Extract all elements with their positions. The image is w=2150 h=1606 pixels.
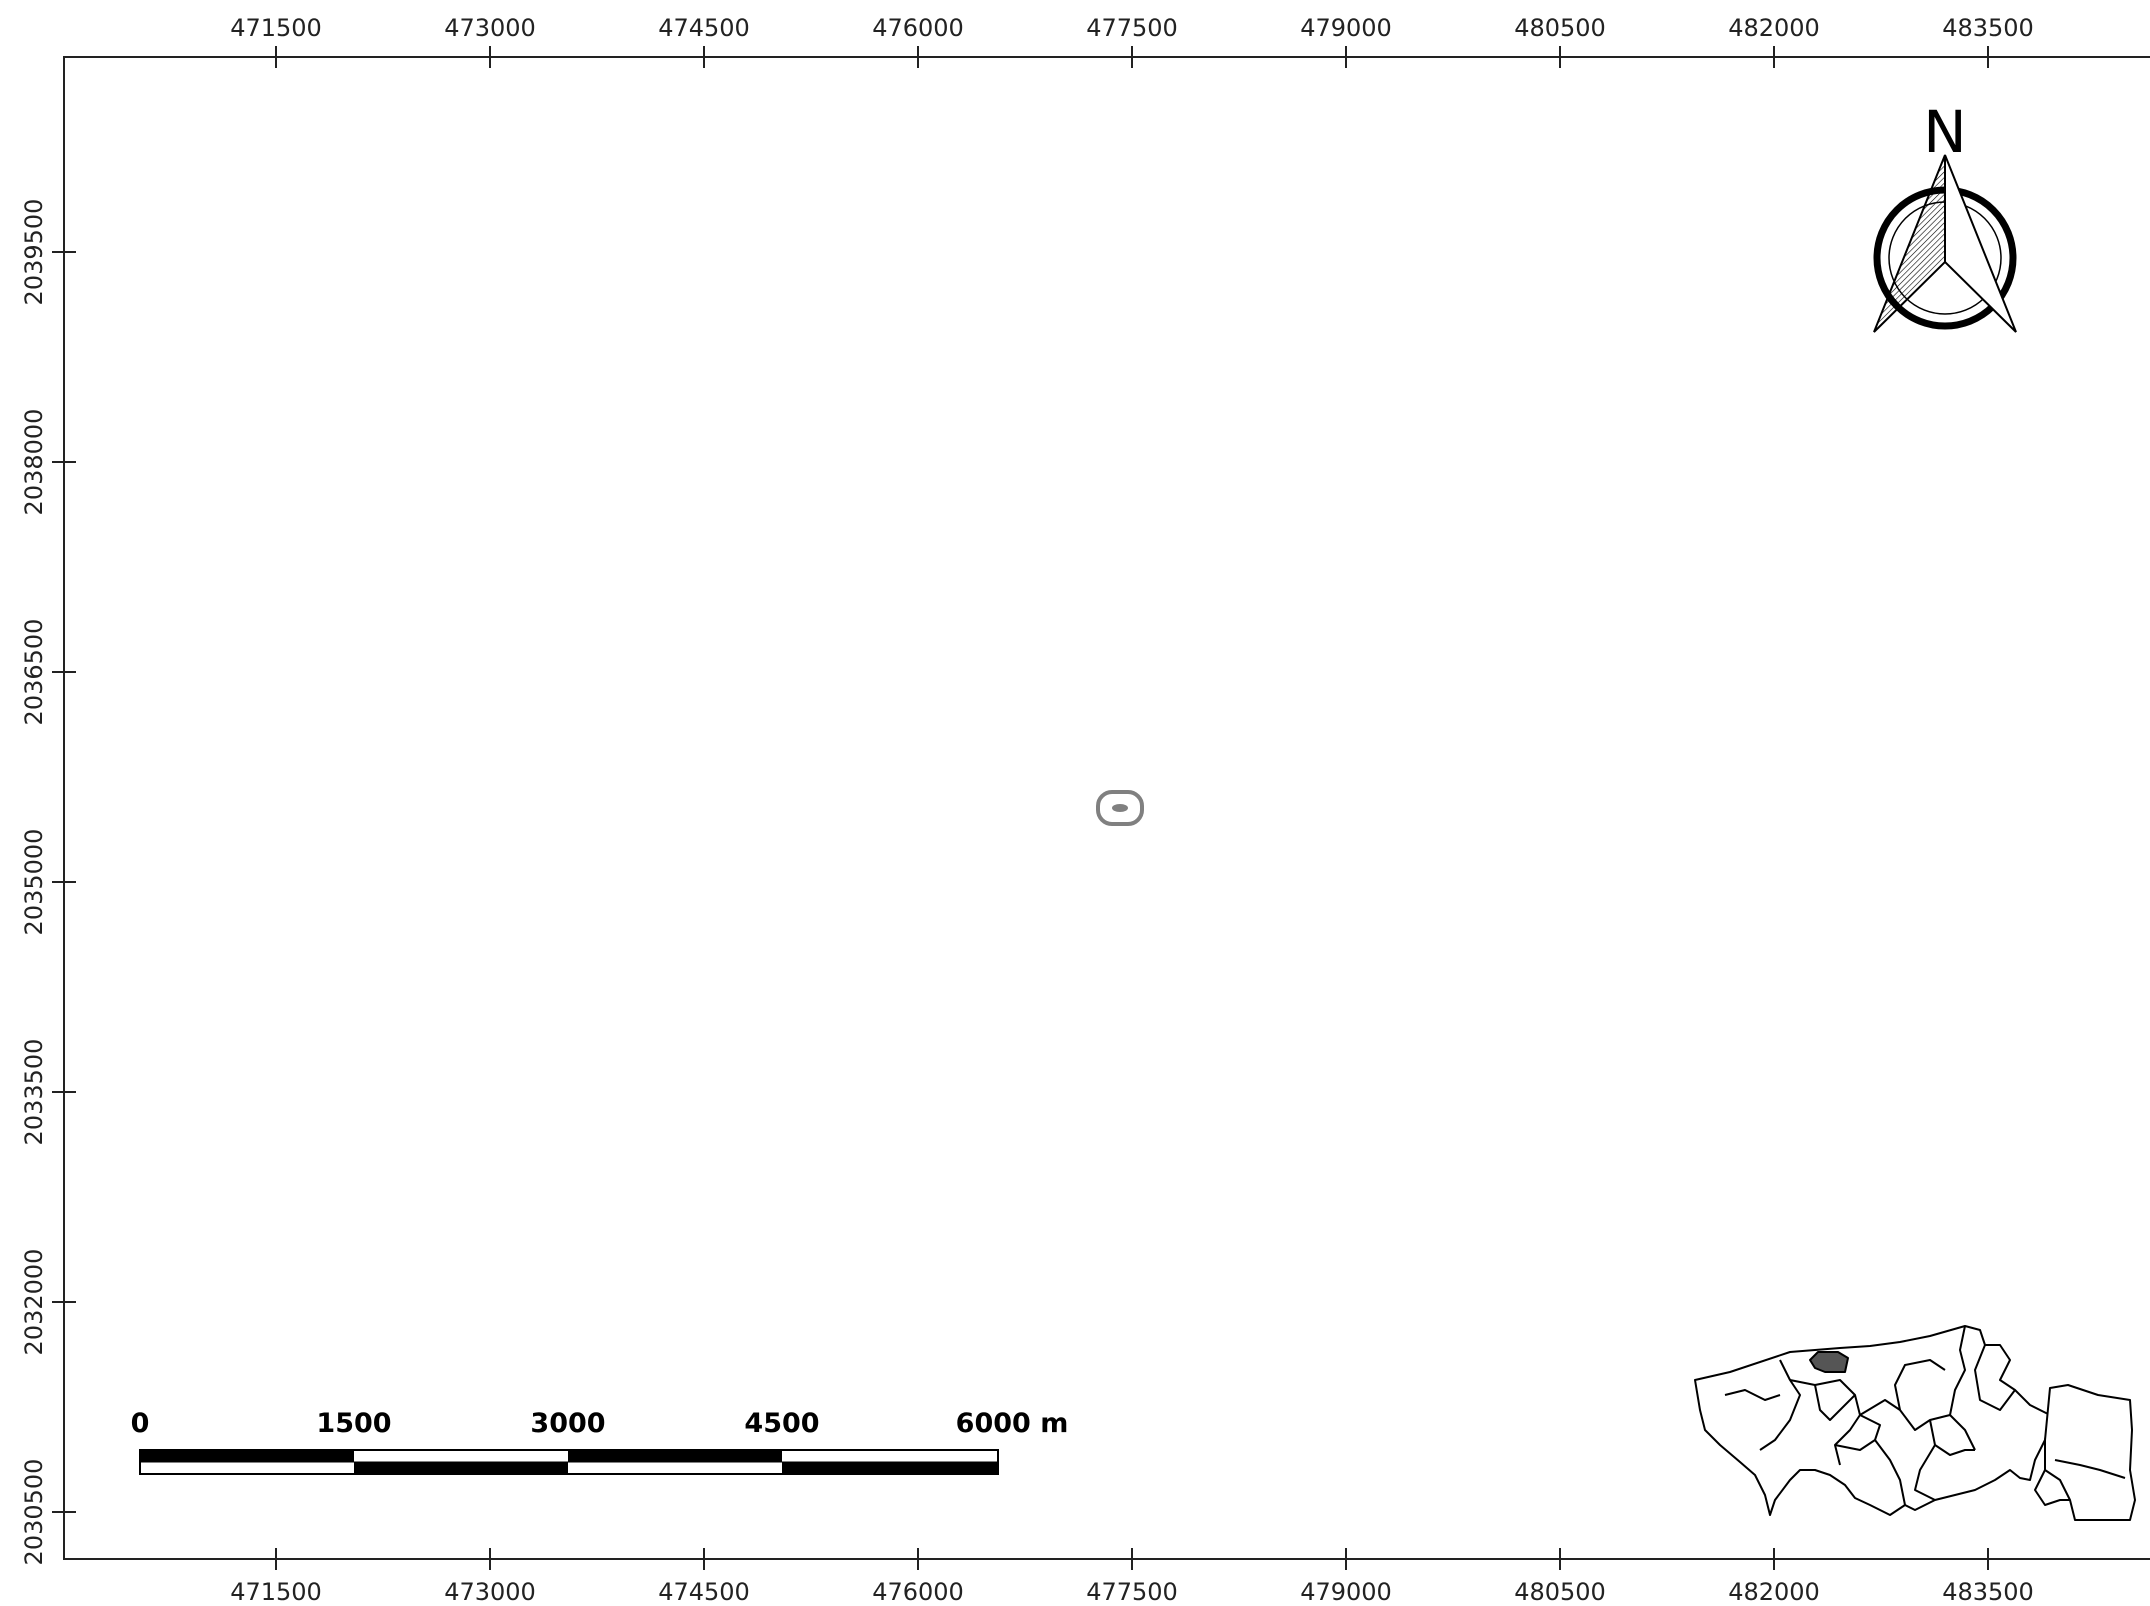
locator-inset-map [1694,1325,2136,1521]
x-tick-label-top: 479000 [1300,14,1392,42]
scale-label: 4500 [744,1408,819,1439]
y-tick-label: 2030500 [20,1459,48,1566]
x-axis-bottom: 471500 473000 474500 476000 477500 47900… [230,1578,2034,1606]
y-axis-left: 2039500 2038000 2036500 2035000 2033500 … [20,199,48,1566]
scale-label: 6000 m [956,1408,1069,1439]
scale-label: 0 [131,1408,150,1439]
north-arrow-icon: N [1873,98,2017,333]
x-tick-label-bottom: 479000 [1300,1578,1392,1606]
x-axis-top: 471500 473000 474500 476000 477500 47900… [230,14,2034,42]
x-ticks-top [275,46,1989,68]
north-label: N [1923,98,1966,166]
x-tick-label-top: 476000 [872,14,964,42]
x-tick-label-top: 482000 [1728,14,1820,42]
y-tick-label: 2033500 [20,1039,48,1146]
x-tick-label-bottom: 480500 [1514,1578,1606,1606]
y-tick-label: 2036500 [20,619,48,726]
y-tick-label: 2039500 [20,199,48,306]
point-feature[interactable] [1096,790,1144,826]
x-tick-label-top: 474500 [658,14,750,42]
x-tick-label-bottom: 474500 [658,1578,750,1606]
x-tick-label-top: 477500 [1086,14,1178,42]
x-tick-label-top: 480500 [1514,14,1606,42]
x-tick-label-bottom: 482000 [1728,1578,1820,1606]
x-tick-label-top: 473000 [444,14,536,42]
y-ticks-left [52,251,76,1513]
x-tick-label-top: 483500 [1942,14,2034,42]
scale-label: 1500 [316,1408,391,1439]
scale-bar: 0 1500 3000 4500 6000 m [131,1408,1069,1475]
x-tick-label-bottom: 473000 [444,1578,536,1606]
x-tick-label-bottom: 483500 [1942,1578,2034,1606]
y-tick-label: 2038000 [20,409,48,516]
x-tick-label-bottom: 476000 [872,1578,964,1606]
scale-label: 3000 [530,1408,605,1439]
x-tick-label-top: 471500 [230,14,322,42]
y-tick-label: 2032000 [20,1249,48,1356]
x-tick-label-bottom: 477500 [1086,1578,1178,1606]
x-tick-label-bottom: 471500 [230,1578,322,1606]
x-ticks-bottom [275,1548,1989,1570]
y-tick-label: 2035000 [20,829,48,936]
